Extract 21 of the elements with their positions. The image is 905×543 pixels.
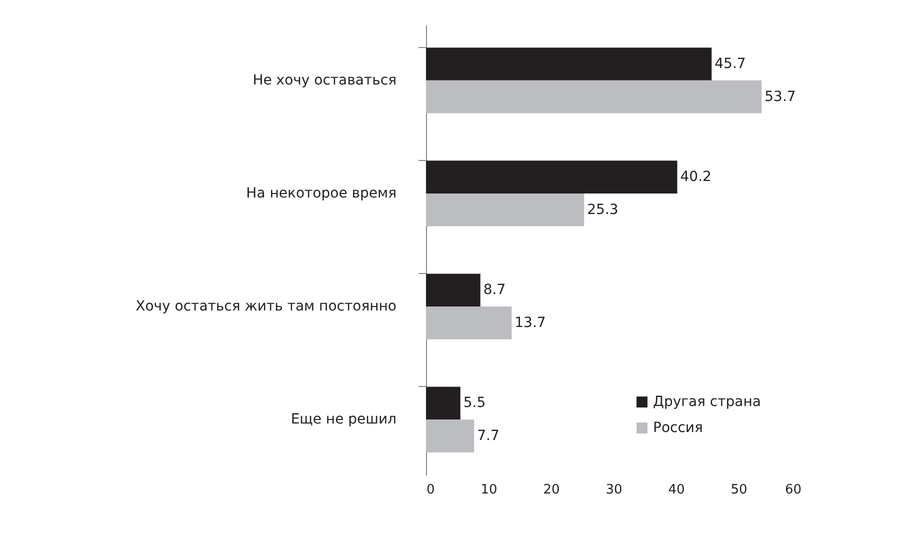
y-tick-label: На некоторое время xyxy=(246,185,396,202)
x-tick-label: 30 xyxy=(606,482,622,498)
x-tick-label: 50 xyxy=(730,482,748,498)
data-label: 7.7 xyxy=(477,428,500,444)
x-tick-label: 0 xyxy=(426,482,435,498)
data-label: 53.7 xyxy=(764,88,796,105)
y-tick-label: Хочу остаться жить там постоянно xyxy=(136,298,396,315)
data-label: 5.5 xyxy=(463,395,486,412)
data-label: 45.7 xyxy=(714,56,746,72)
x-tick-label: 20 xyxy=(543,482,560,498)
y-tick-label: Не хочу оставаться xyxy=(252,72,396,88)
y-tick-label: Еще не решил xyxy=(290,412,396,428)
x-tick-label: 40 xyxy=(668,482,685,498)
legend-label: Россия xyxy=(653,420,703,436)
x-tick-label: 60 xyxy=(784,482,802,498)
x-tick-label: 10 xyxy=(480,482,498,498)
data-label: 25.3 xyxy=(587,202,618,218)
legend-label: Другая страна xyxy=(653,394,761,410)
data-label: 40.2 xyxy=(680,169,712,186)
data-label: 8.7 xyxy=(483,282,506,298)
data-label: 13.7 xyxy=(514,314,546,331)
